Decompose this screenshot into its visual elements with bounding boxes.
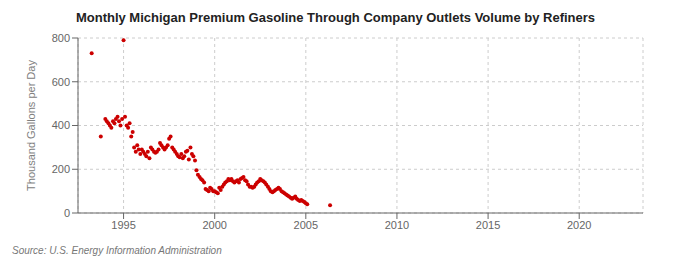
- svg-text:200: 200: [52, 163, 70, 175]
- svg-text:Thousand Gallons per Day: Thousand Gallons per Day: [25, 60, 37, 191]
- svg-text:2000: 2000: [202, 219, 226, 231]
- svg-text:1995: 1995: [111, 219, 135, 231]
- svg-text:0: 0: [64, 207, 70, 219]
- svg-text:2010: 2010: [385, 219, 409, 231]
- svg-text:600: 600: [52, 76, 70, 88]
- svg-text:800: 800: [52, 32, 70, 44]
- html-text:Source: U.S. Energy Informatio: Source: U.S. Energy Information Administ…: [12, 245, 222, 256]
- svg-text:2005: 2005: [294, 219, 318, 231]
- svg-text:2020: 2020: [567, 219, 591, 231]
- html-text:Monthly Michigan Premium Gasol: Monthly Michigan Premium Gasoline Throug…: [75, 10, 595, 25]
- svg-text:2015: 2015: [476, 219, 500, 231]
- svg-text:400: 400: [52, 119, 70, 131]
